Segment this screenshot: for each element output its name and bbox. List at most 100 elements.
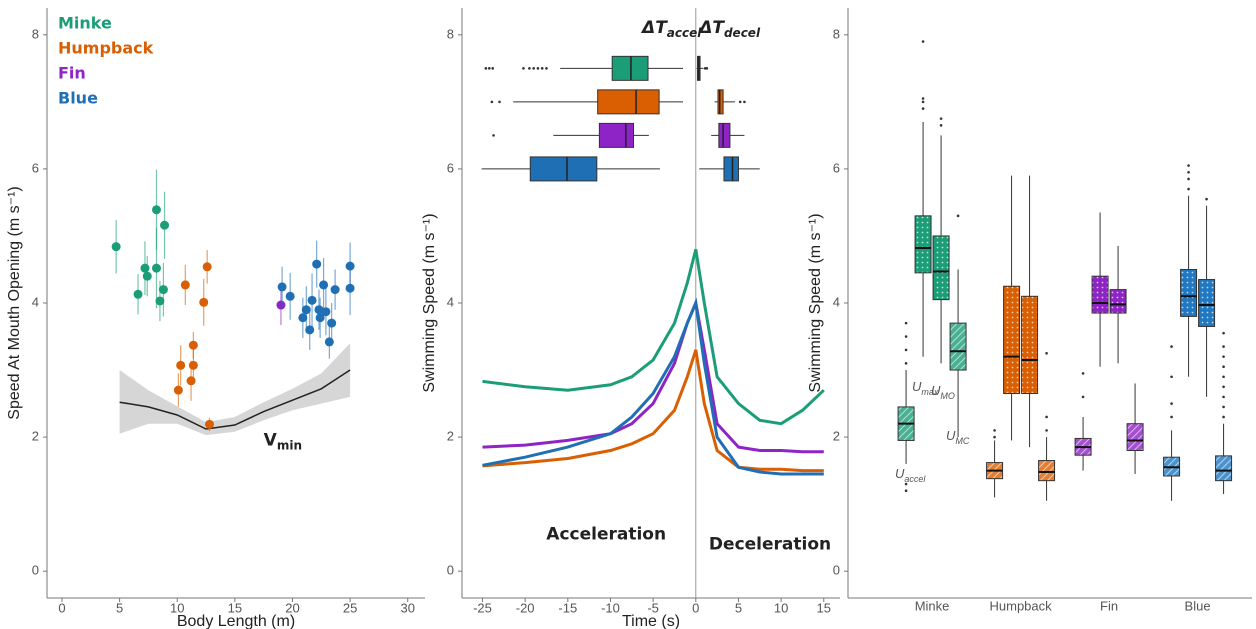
fit-label-main: V <box>264 430 278 450</box>
outlier <box>939 117 943 120</box>
speed-line <box>482 297 824 476</box>
x-tick-label: Fin <box>1100 598 1118 613</box>
series-label-main: U <box>912 379 922 394</box>
x-tick-label: -25 <box>473 600 492 615</box>
outlier <box>522 67 525 70</box>
outlier <box>939 124 943 127</box>
outlier <box>1170 345 1173 348</box>
x-tick-label: -20 <box>516 600 535 615</box>
outlier <box>1170 415 1173 419</box>
outlier <box>738 100 742 104</box>
outlier <box>1222 415 1225 419</box>
x-tick-label: 20 <box>285 600 299 615</box>
outlier <box>1187 164 1190 167</box>
speed-line <box>482 249 825 426</box>
point <box>277 282 287 292</box>
box <box>717 89 724 115</box>
point <box>319 280 329 290</box>
outlier <box>1222 375 1225 379</box>
x-tick-label: 30 <box>400 600 414 615</box>
point <box>324 337 334 347</box>
annotation: Acceleration <box>546 524 666 544</box>
outlier <box>545 67 548 70</box>
point <box>151 205 161 215</box>
box <box>597 89 660 115</box>
y-tick-label: 0 <box>447 563 454 578</box>
outlier <box>491 67 495 70</box>
point <box>186 376 196 386</box>
outlier <box>1187 177 1190 181</box>
x-tick-label: 5 <box>735 600 742 615</box>
outlier <box>904 348 908 352</box>
fit-line <box>119 369 351 430</box>
outlier <box>1081 395 1085 399</box>
box-group-label-main: ΔT <box>640 18 668 38</box>
box-pattern <box>1021 295 1039 395</box>
y-axis-label: Swimming Speed (m s⁻¹) <box>807 213 824 392</box>
y-tick-label: 2 <box>833 429 840 444</box>
legend-label: Fin <box>58 64 86 83</box>
x-tick-label: 5 <box>116 600 123 615</box>
outlier <box>536 67 540 70</box>
series-label-sub: MO <box>940 391 955 401</box>
speed-line <box>482 297 824 454</box>
box-pattern <box>1109 289 1127 314</box>
box-group-label: ΔTdecel <box>697 18 761 40</box>
y-tick-label: 4 <box>447 294 454 309</box>
y-tick-label: 6 <box>447 160 454 175</box>
box-pattern <box>1215 455 1233 482</box>
y-tick-label: 4 <box>833 294 840 309</box>
x-tick-label: 0 <box>692 600 699 615</box>
series-label-sub: max <box>921 387 939 397</box>
box <box>723 156 739 182</box>
outlier <box>921 107 925 110</box>
box-group-label: ΔTaccel <box>640 18 702 40</box>
series-label: UMC <box>946 428 970 446</box>
y-tick-label: 8 <box>833 26 840 41</box>
y-tick-label: 8 <box>447 26 454 41</box>
outlier <box>705 67 709 70</box>
point <box>305 325 315 335</box>
outlier <box>492 134 495 137</box>
point <box>202 262 212 272</box>
box-pattern <box>914 215 932 274</box>
box-group-label-main: ΔT <box>697 18 725 38</box>
outlier <box>1222 405 1225 409</box>
outlier <box>1045 415 1048 419</box>
outlier <box>1222 395 1225 399</box>
y-tick-label: 0 <box>833 563 840 578</box>
box <box>611 55 649 81</box>
outlier <box>1081 372 1085 375</box>
outlier <box>1045 429 1048 432</box>
annotation: Deceleration <box>709 534 831 554</box>
outlier <box>1045 351 1048 355</box>
series-label-sub: accel <box>904 474 926 484</box>
outlier <box>1205 197 1208 201</box>
legend-label: Blue <box>58 89 98 108</box>
point <box>155 296 165 306</box>
box-pattern <box>932 235 950 301</box>
point <box>314 305 324 315</box>
outlier <box>904 335 908 338</box>
box <box>598 122 635 148</box>
x-tick-label: -15 <box>558 600 577 615</box>
series-label: UMO <box>931 383 955 401</box>
series-label-main: U <box>931 383 941 398</box>
outlier <box>1222 365 1225 368</box>
x-tick-label: 15 <box>817 600 831 615</box>
outlier <box>1187 170 1190 174</box>
point <box>327 318 337 328</box>
point <box>176 360 186 370</box>
speed-line <box>482 349 824 473</box>
y-tick-label: 8 <box>32 26 39 41</box>
point <box>312 259 322 269</box>
series-label-main: U <box>895 466 905 481</box>
series-label-main: U <box>946 428 956 443</box>
x-tick-label: Humpback <box>990 598 1053 613</box>
outlier <box>498 100 501 104</box>
fit-label-sub: min <box>277 438 302 452</box>
box-pattern <box>1198 279 1216 327</box>
y-axis-label: Speed At Mouth Opening (m s⁻¹) <box>6 186 23 419</box>
point <box>188 340 198 350</box>
